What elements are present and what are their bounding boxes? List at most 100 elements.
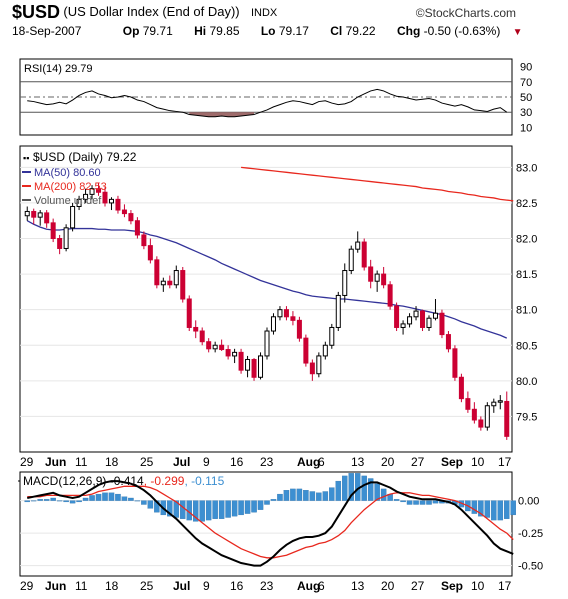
candle-body: [445, 334, 451, 350]
rsi-tick-label: 50: [520, 92, 532, 104]
candle-body: [167, 280, 173, 286]
candle-body: [316, 355, 322, 375]
price-x-tick-label: 10: [471, 455, 485, 469]
price-x-tick-label: Jun: [45, 455, 66, 469]
ma50-line: [26, 220, 508, 339]
macd-histogram-bar: [504, 500, 510, 519]
ma200-line: [241, 166, 514, 202]
macd-histogram-bar: [180, 500, 186, 519]
candle-body: [96, 188, 102, 193]
candle-body: [89, 188, 95, 195]
candle-body: [264, 330, 270, 357]
macd-histogram-bar: [329, 487, 335, 501]
candle-body: [387, 284, 393, 307]
macd-x-tick-label: 27: [411, 579, 425, 593]
macd-histogram-bar: [115, 493, 121, 501]
candle-body: [329, 326, 335, 346]
brand-watermark: ©StockCharts.com: [415, 6, 516, 20]
macd-title-part: MACD(12,26,9) -0.414: [23, 474, 144, 488]
macd-tick-label: -0.50: [518, 561, 543, 573]
macd-histogram-bar: [95, 493, 102, 501]
candle-body: [484, 405, 490, 428]
macd-histogram-bar: [367, 478, 374, 501]
macd-histogram-bar: [413, 500, 419, 505]
candle-body: [154, 259, 160, 286]
quote-date: 18-Sep-2007: [12, 24, 82, 38]
price-x-tick-label: 13: [351, 455, 365, 469]
macd-histogram-bar: [199, 500, 205, 522]
candle-body: [394, 305, 400, 328]
legend-label: Volume undef: [34, 195, 102, 207]
candle-body: [50, 222, 56, 240]
candle-body: [374, 273, 380, 282]
macd-x-tick-label: Jun: [45, 579, 66, 593]
macd-x-tick-label: 29: [20, 579, 34, 593]
macd-histogram-bar: [510, 500, 516, 516]
macd-histogram-bar: [167, 500, 173, 517]
macd-x-tick-label: Aug: [297, 579, 320, 593]
macd-histogram-bar: [134, 500, 141, 502]
price-title: $USD (Daily) 79.22: [33, 150, 137, 164]
macd-histogram-bar: [186, 500, 192, 521]
macd-title-part: , -0.115: [184, 474, 224, 488]
price-tick-label: 82.0: [516, 234, 537, 246]
rsi-tick-label: 10: [520, 122, 532, 134]
candle-body: [471, 408, 477, 421]
macd-histogram-bar: [290, 488, 296, 501]
candle-body: [381, 273, 387, 286]
candle-body: [296, 319, 302, 339]
rsi-panel: 90 70 50 30 10 RSI(14) 29.79: [19, 58, 532, 136]
candle-body: [361, 241, 367, 268]
macd-histogram-bar: [277, 493, 283, 501]
macd-x-tick-label: 20: [381, 579, 395, 593]
macd-title-part: , -0.299: [144, 474, 185, 488]
macd-x-tick-label: 23: [260, 579, 274, 593]
candle-body: [342, 270, 348, 296]
macd-histogram-bar: [238, 500, 244, 516]
candle-body: [355, 241, 361, 250]
macd-histogram-bar: [30, 500, 37, 502]
candle-body: [232, 351, 238, 357]
candle-body: [432, 312, 438, 319]
macd-histogram-bar: [491, 500, 497, 521]
macd-histogram-bar: [102, 492, 108, 501]
price-tick-label: 81.0: [516, 305, 537, 317]
macd-x-tick-label: 9: [203, 579, 210, 593]
candle-body: [439, 312, 445, 336]
macd-histogram-bar: [82, 497, 89, 501]
macd-histogram-bar: [251, 500, 257, 513]
macd-x-tick-label: 18: [105, 579, 119, 593]
price-x-tick-label: Sep: [441, 455, 463, 469]
candle-body: [24, 210, 30, 217]
quote-row: 18-Sep-2007 Op 79.71 Hi 79.85 Lo 79.17 C…: [12, 24, 523, 38]
macd-histogram-bar: [335, 480, 342, 501]
price-tick-label: 80.5: [516, 340, 537, 352]
macd-histogram-bar: [192, 500, 199, 522]
macd-histogram-bar: [458, 500, 465, 508]
macd-histogram-bar: [354, 473, 361, 501]
macd-histogram-bar: [89, 495, 95, 501]
price-x-tick-label: 29: [20, 455, 34, 469]
rsi-line: [27, 88, 508, 118]
price-frame: [19, 145, 513, 453]
candle-body: [212, 344, 218, 350]
macd-histogram-bar: [231, 500, 238, 517]
price-tick-label: 81.5: [516, 269, 537, 281]
candle-body: [283, 309, 289, 318]
candle-body: [199, 330, 205, 343]
high-quote: Hi 79.85: [194, 24, 240, 38]
candle-body: [238, 351, 244, 371]
macd-x-tick-label: 6: [318, 579, 325, 593]
candle-body: [309, 362, 315, 375]
macd-x-tick-label: Jul: [173, 579, 190, 593]
candle-body: [413, 310, 419, 318]
price-x-tick-label: Jul: [173, 455, 190, 469]
macd-x-tick-label: Sep: [441, 579, 463, 593]
candle-body: [37, 212, 43, 218]
macd-histogram-bar: [24, 500, 30, 503]
candle-body: [31, 210, 37, 218]
candle-body: [121, 209, 127, 215]
macd-histogram-bar: [56, 500, 63, 502]
macd-histogram-bar: [141, 500, 147, 505]
